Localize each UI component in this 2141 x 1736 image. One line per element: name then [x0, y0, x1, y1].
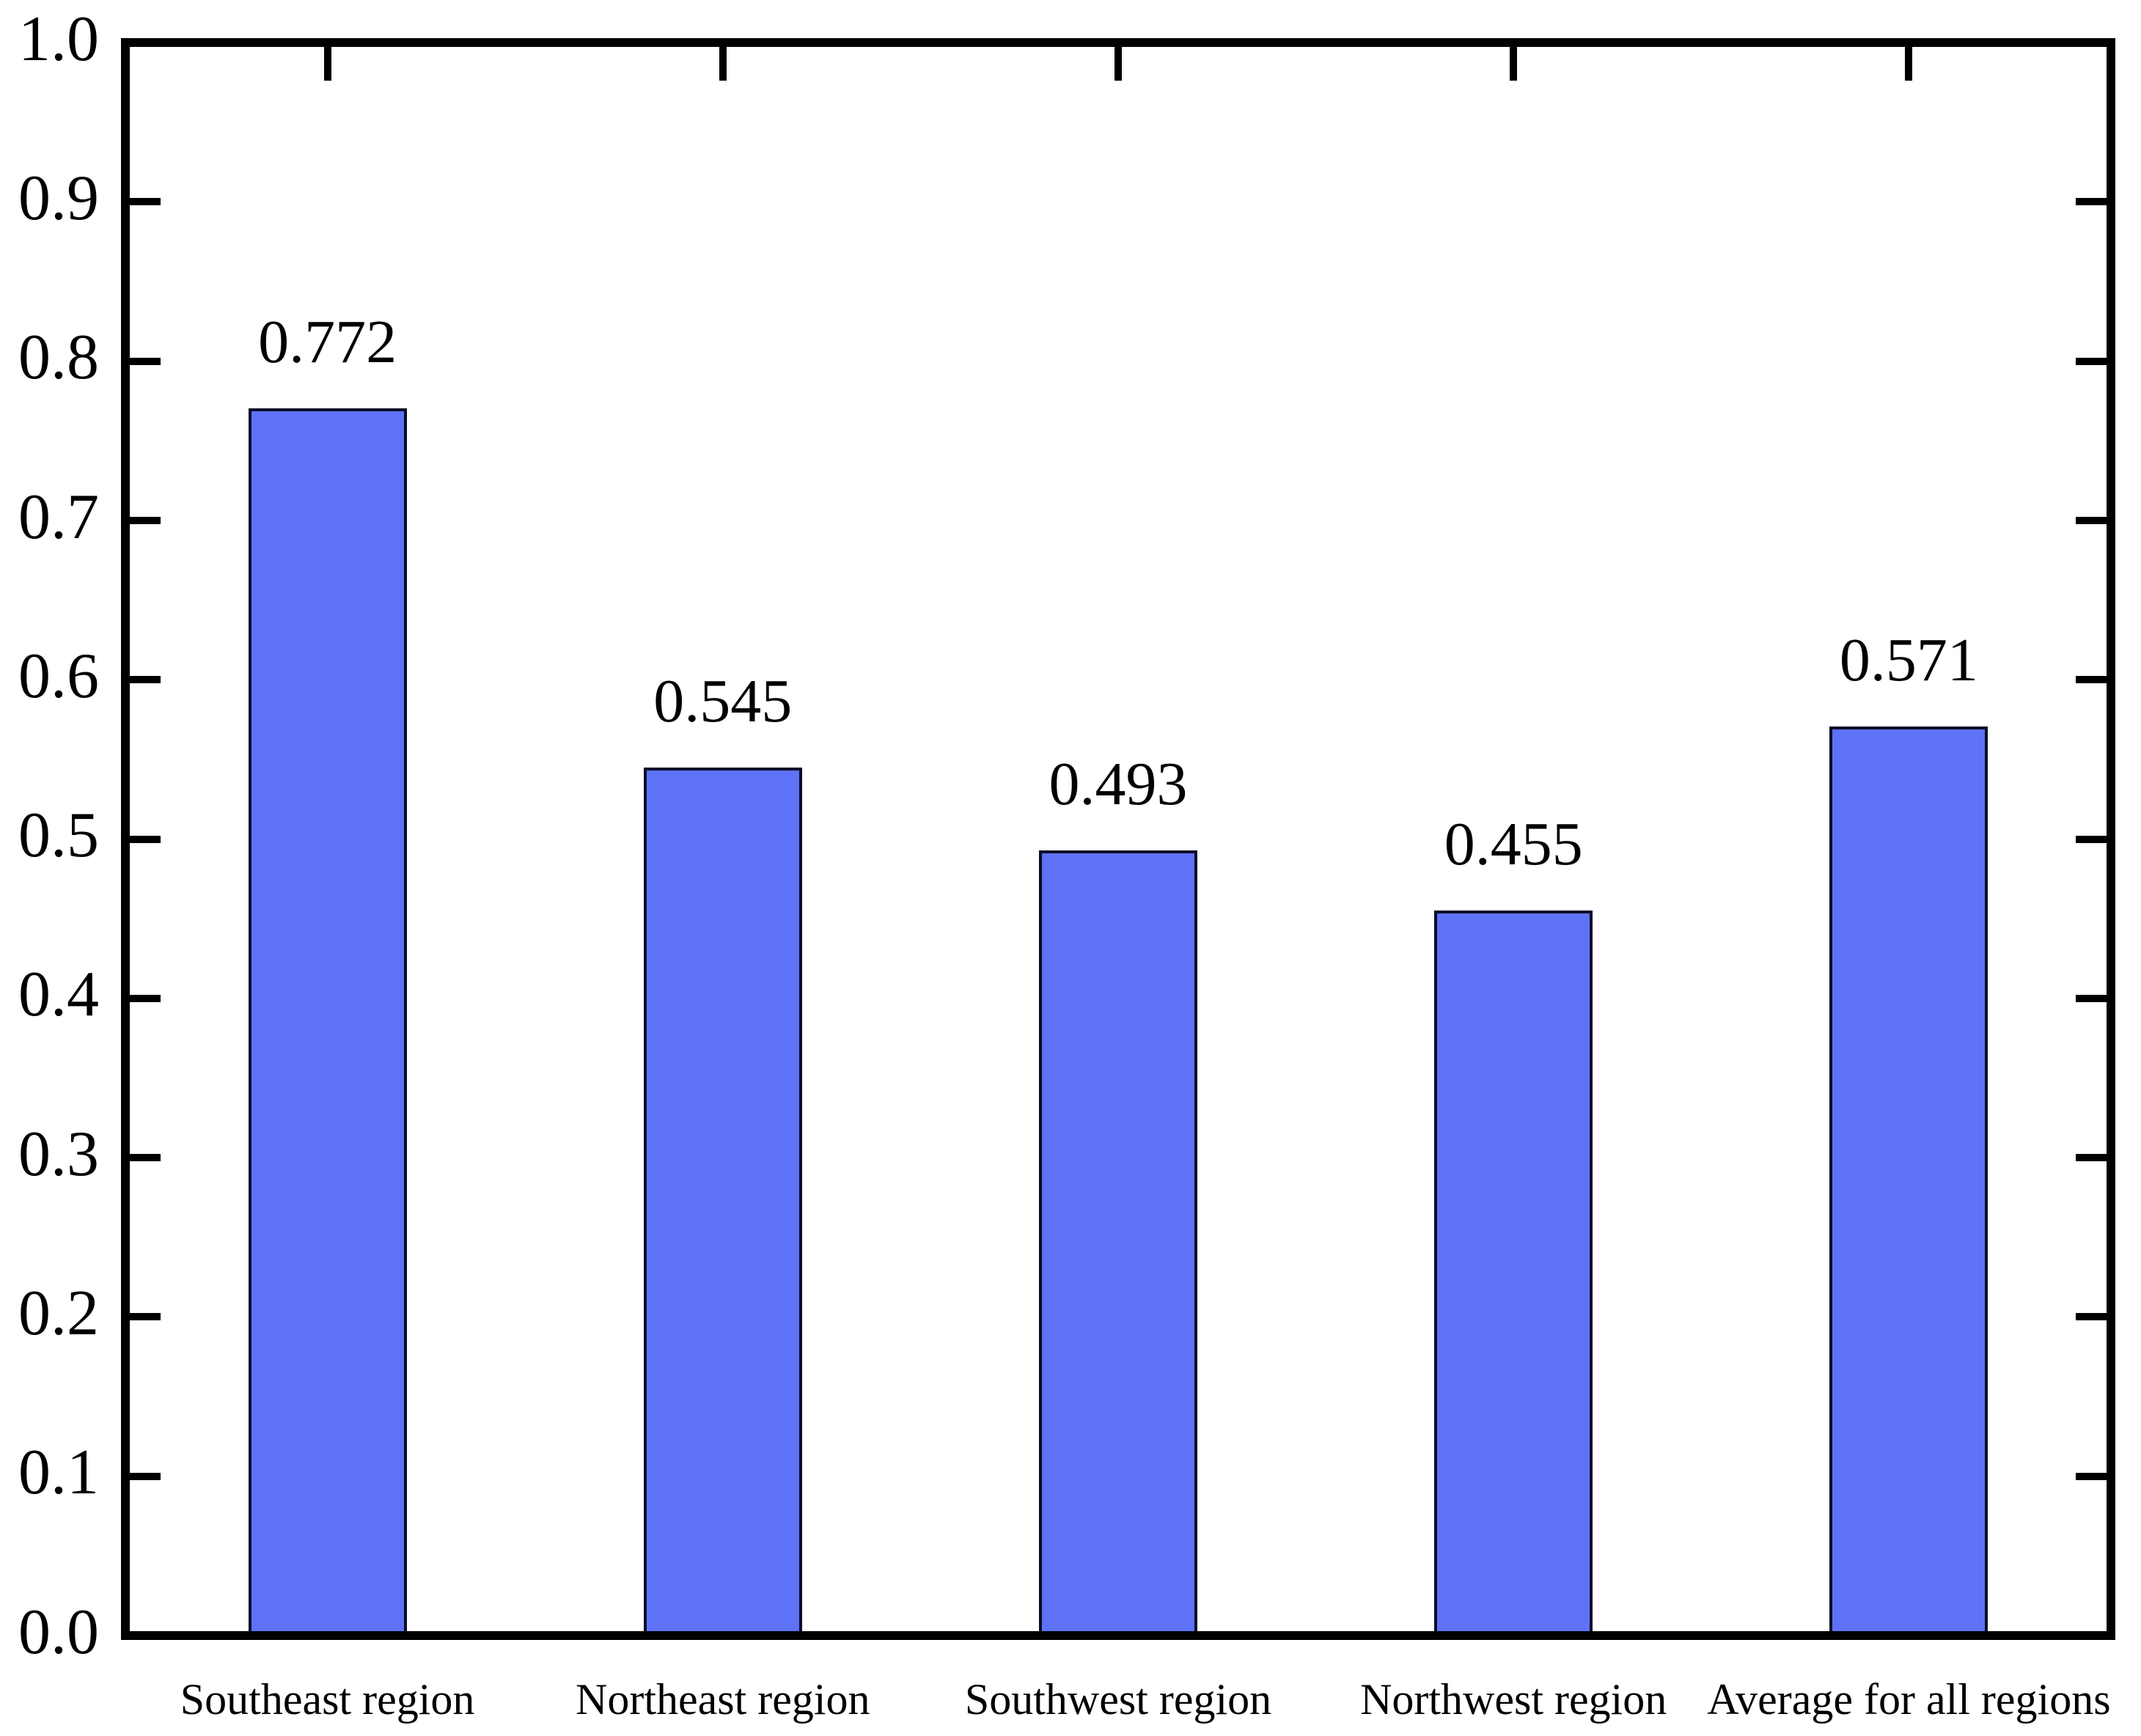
y-major-tick-right	[2076, 1154, 2107, 1162]
y-tick-label: 0.5	[18, 800, 99, 872]
y-tick-label: 1.0	[18, 3, 99, 75]
x-major-tick-top	[323, 47, 331, 81]
bar-northeast-region	[643, 768, 802, 1631]
y-tick-label: 0.4	[18, 959, 99, 1031]
plot-area	[121, 38, 2115, 1640]
y-tick-label: 0.1	[18, 1437, 99, 1509]
bar-northwest-region	[1434, 910, 1593, 1631]
y-major-tick-right	[2076, 1313, 2107, 1321]
y-major-tick-right	[2076, 198, 2107, 206]
y-major-tick-left	[130, 516, 161, 524]
y-tick-label: 0.9	[18, 162, 99, 234]
y-major-tick-right	[2076, 835, 2107, 843]
y-major-tick-right	[2076, 1472, 2107, 1480]
x-category-label-northeast-region: Northeast region	[576, 1675, 870, 1724]
bar-value-label: 0.545	[653, 667, 793, 736]
y-major-tick-right	[2076, 994, 2107, 1002]
y-major-tick-left	[130, 198, 161, 206]
x-category-label-southeast-region: Southeast region	[180, 1675, 475, 1724]
bar-average-for-all-regions	[1829, 727, 1988, 1631]
bar-southeast-region	[248, 408, 407, 1631]
y-major-tick-left	[130, 1154, 161, 1162]
bar-value-label: 0.455	[1444, 809, 1583, 878]
bar-value-label: 0.772	[258, 307, 397, 376]
y-major-tick-right	[2076, 676, 2107, 684]
y-major-tick-right	[2076, 357, 2107, 365]
bar-value-label: 0.571	[1839, 626, 1978, 695]
x-major-tick-top	[1905, 47, 1913, 81]
y-tick-label: 0.2	[18, 1278, 99, 1349]
y-tick-label: 0.7	[18, 481, 99, 553]
y-major-tick-left	[130, 1472, 161, 1480]
y-major-tick-left	[130, 676, 161, 684]
bar-southwest-region	[1039, 850, 1197, 1631]
y-major-tick-left	[130, 835, 161, 843]
y-tick-label: 0.6	[18, 640, 99, 712]
y-major-tick-left	[130, 1313, 161, 1321]
x-major-tick-top	[719, 47, 727, 81]
bar-value-label: 0.493	[1049, 749, 1188, 818]
x-category-label-northwest-region: Northwest region	[1360, 1675, 1667, 1724]
x-major-tick-top	[1114, 47, 1122, 81]
x-category-label-average-for-all-regions: Average for all regions	[1707, 1675, 2111, 1724]
y-tick-label: 0.3	[18, 1118, 99, 1190]
y-major-tick-left	[130, 994, 161, 1002]
x-category-label-southwest-region: Southwest region	[964, 1675, 1272, 1724]
y-major-tick-right	[2076, 516, 2107, 524]
y-major-tick-left	[130, 357, 161, 365]
x-major-tick-top	[1510, 47, 1518, 81]
y-tick-label: 0.0	[18, 1596, 99, 1668]
y-tick-label: 0.8	[18, 322, 99, 394]
